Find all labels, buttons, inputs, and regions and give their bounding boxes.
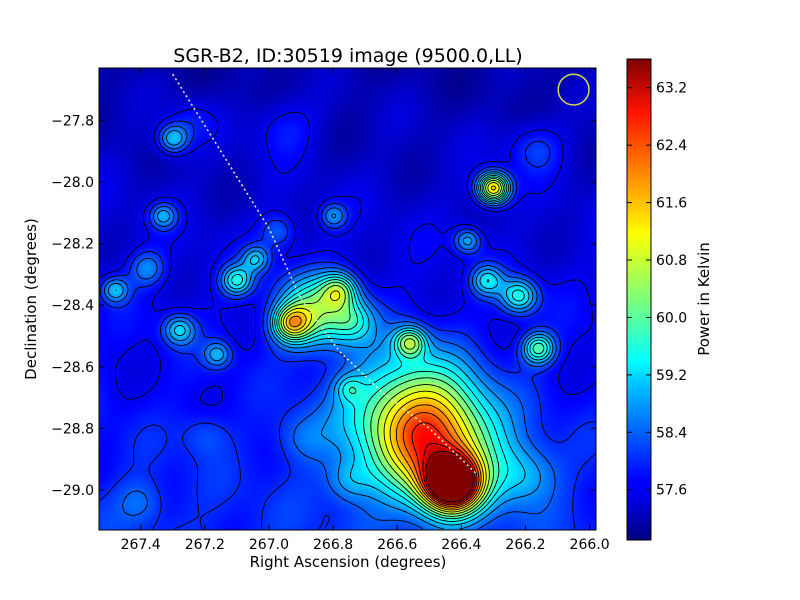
contour-line [285,185,497,511]
x-axis-label: Right Ascension (degrees) [250,553,447,571]
heatmap-area [98,67,597,531]
y-tick-label: −28.4 [51,298,94,314]
plot-frame [98,67,597,531]
overlay-path [172,73,478,476]
x-axis: 267.4 267.2 267.0 266.8 266.6 266.4 266.2 266.0 [121,68,610,553]
colorbar-gradient [626,58,652,541]
colorbar-tick-label: 58.4 [656,425,687,441]
contour-line [99,120,596,530]
x-tick-label: 267.4 [121,537,161,553]
contour-line [422,442,476,504]
colorbar-tick-label: 60.0 [656,310,687,326]
y-tick-label: −28.0 [51,175,94,191]
y-axis: −27.8 −28.0 −28.2 −28.4 −28.6 −28.8 −29.0 [51,113,596,499]
x-tick-label: 267.0 [249,537,289,553]
contour-line [99,108,596,406]
chart-title: SGR-B2, ID:30519 image (9500.0,LL) [173,45,522,67]
contour-line [276,176,545,520]
contour-lines [99,108,596,530]
colorbar-label: Power in Kelvin [695,242,713,356]
x-tick-label: 266.0 [570,537,610,553]
y-tick-label: −27.8 [51,113,94,129]
colorbar: 57.6 58.4 59.2 60.0 60.8 61.6 62.4 63.2 Power i… [626,58,713,541]
y-tick-label: −29.0 [51,483,94,499]
contour-line [280,179,502,515]
y-axis-label: Declination (degrees) [22,218,40,380]
contour-line [231,174,548,522]
colorbar-tick-label: 62.4 [656,138,687,154]
colorbar-tick-label: 59.2 [656,368,687,384]
heatmap-image [99,68,596,530]
colorbar-tick-label: 63.2 [656,81,687,97]
contour-line [282,182,500,513]
colorbar-ticks: 57.6 58.4 59.2 60.0 60.8 61.6 62.4 63.2 [627,81,687,499]
contour-line [114,173,551,526]
x-tick-label: 266.6 [377,537,417,553]
contour-line [411,422,478,506]
beam-marker [557,73,590,106]
y-tick-label: −28.2 [51,237,94,253]
y-tick-label: −28.8 [51,421,94,437]
x-tick-label: 266.2 [505,537,545,553]
contour-line [402,412,480,507]
contour-line [289,315,482,509]
contour-line [107,130,554,530]
colorbar-tick-label: 57.6 [656,483,687,499]
x-tick-label: 266.4 [441,537,481,553]
x-tick-label: 266.8 [313,537,353,553]
y-tick-label: −28.6 [51,360,94,376]
contour-line [425,450,474,503]
colorbar-tick-label: 61.6 [656,196,687,212]
x-tick-label: 267.2 [185,537,225,553]
colorbar-tick-label: 60.8 [656,253,687,269]
contour-line [278,178,504,517]
